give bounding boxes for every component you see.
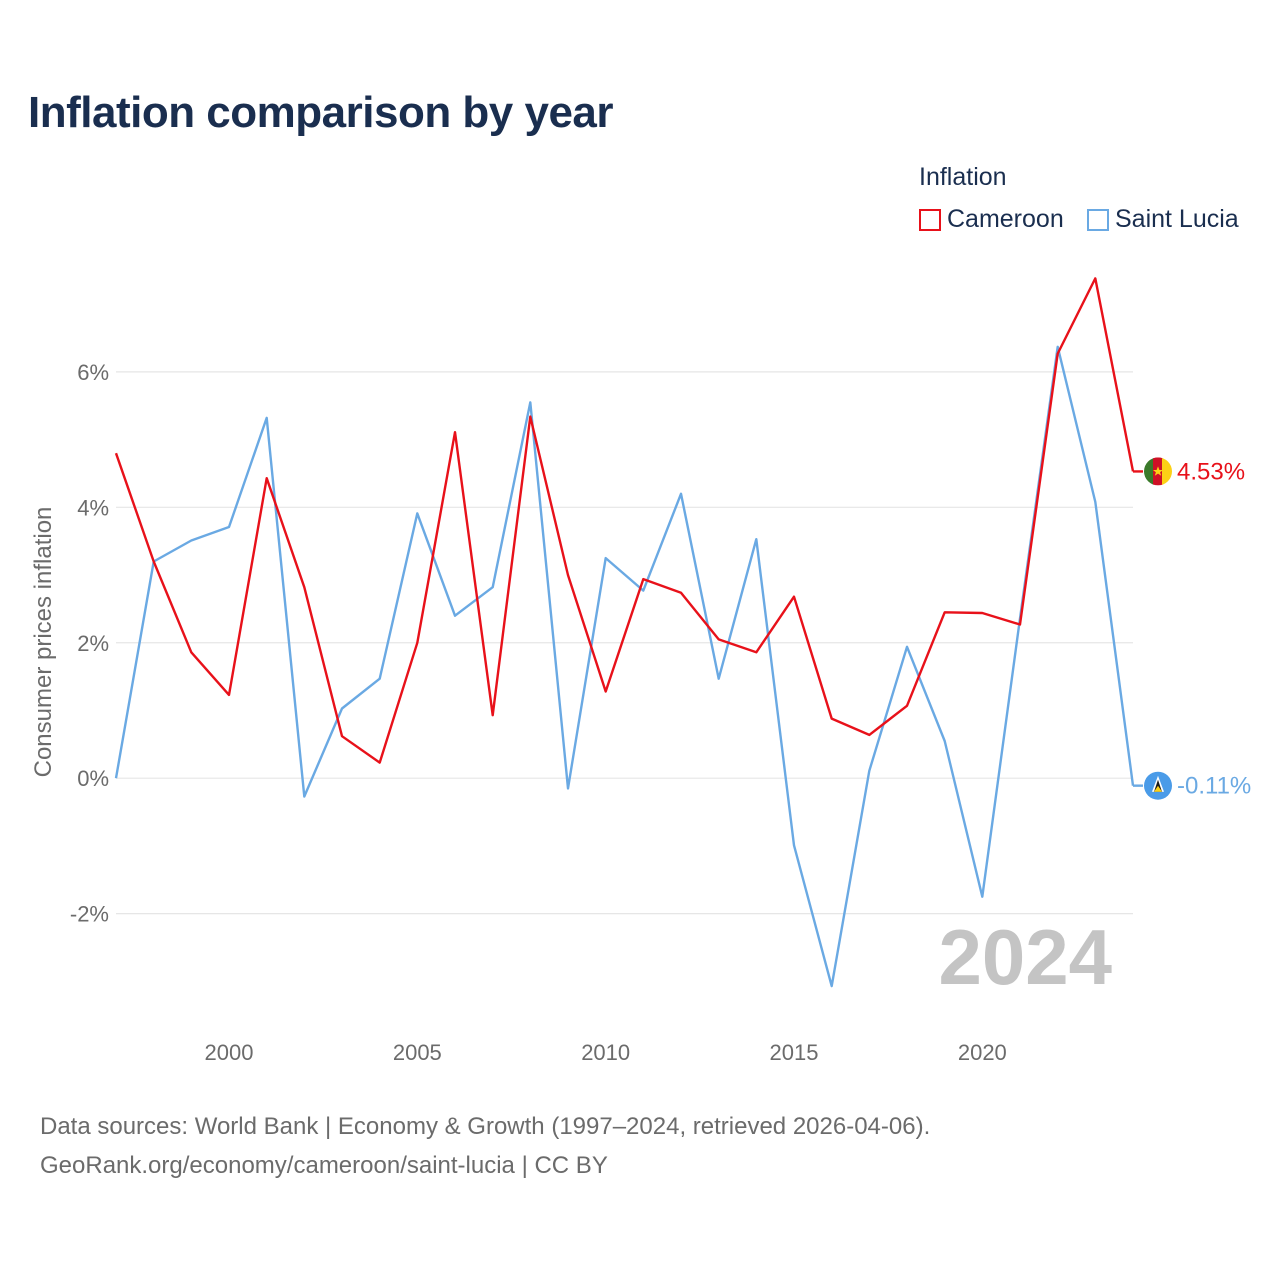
series-line-cameroon[interactable] <box>114 277 1135 764</box>
footer-sources: Data sources: World Bank | Economy & Gro… <box>40 1113 931 1140</box>
y-tick-label: 4% <box>77 495 109 520</box>
y-axis-label: Consumer prices inflation <box>30 507 57 778</box>
y-tick-label: 2% <box>77 631 109 656</box>
y-tick-label: 6% <box>77 360 109 385</box>
series-line-saint-lucia[interactable] <box>114 345 1135 988</box>
legend-label-cameroon: Cameroon <box>947 205 1064 233</box>
legend-item-cameroon[interactable]: Cameroon <box>919 205 1064 234</box>
footer-link[interactable]: GeoRank.org/economy/cameroon/saint-lucia… <box>40 1152 608 1179</box>
x-tick-label: 2010 <box>581 1040 630 1065</box>
y-tick-label: 0% <box>77 766 109 791</box>
cameroon-flag-icon <box>1144 457 1172 486</box>
end-value-cameroon: 4.53% <box>1177 458 1245 485</box>
saint-lucia-flag-icon <box>1144 771 1172 800</box>
legend-swatch-cameroon <box>919 208 941 231</box>
x-tick-label: 2000 <box>205 1040 254 1065</box>
legend-swatch-saint-lucia <box>1087 208 1109 231</box>
x-tick-label: 2020 <box>958 1040 1007 1065</box>
legend-label-saint-lucia: Saint Lucia <box>1115 205 1239 233</box>
legend-title: Inflation <box>919 163 1007 191</box>
chart-title: Inflation comparison by year <box>28 88 614 137</box>
legend-item-saint-lucia[interactable]: Saint Lucia <box>1087 205 1239 234</box>
current-year-label: 2024 <box>938 913 1112 1001</box>
x-tick-label: 2015 <box>770 1040 819 1065</box>
y-tick-label: -2% <box>70 902 109 927</box>
x-tick-label: 2005 <box>393 1040 442 1065</box>
end-value-saint-lucia: -0.11% <box>1177 773 1251 800</box>
footer: Data sources: World Bank | Economy & Gro… <box>40 1107 930 1185</box>
